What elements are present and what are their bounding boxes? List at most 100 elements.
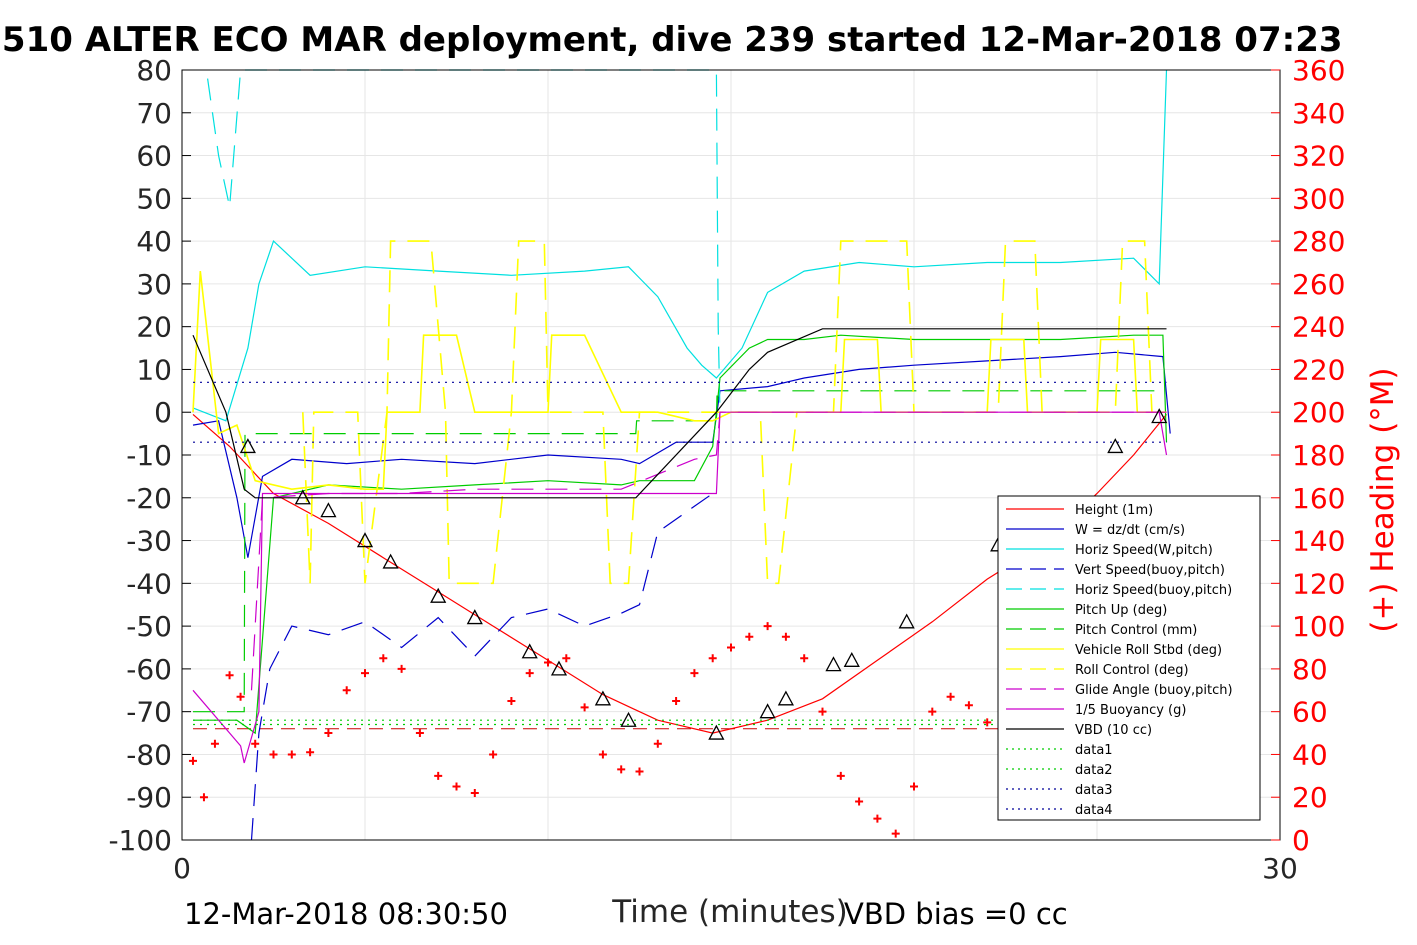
y-tick-label: 50 <box>136 182 172 215</box>
height-marker <box>594 690 611 706</box>
heading-point <box>690 669 699 678</box>
series-vehicle-roll-stbd-deg <box>192 271 1167 491</box>
heading-point <box>342 686 351 695</box>
y-right-tick-label: 360 <box>1292 54 1345 87</box>
legend-entry-label: data2 <box>1075 763 1113 778</box>
height-marker <box>356 532 374 548</box>
y-tick-label: -90 <box>126 781 172 814</box>
heading-point <box>891 829 900 838</box>
legend-entry-label: data3 <box>1075 783 1113 798</box>
y-right-tick-label: 120 <box>1292 567 1345 600</box>
series-pitch-control-mm <box>193 390 1167 713</box>
x-tick-label: 30 <box>1262 852 1298 885</box>
height-marker <box>466 609 483 625</box>
heading-point <box>745 632 754 641</box>
series-horiz-speed-buoy-pitch <box>207 69 721 413</box>
heading-point <box>800 654 809 663</box>
heading-point <box>544 658 552 667</box>
y-tick-label: -80 <box>126 738 172 771</box>
y-tick-label: -10 <box>126 439 172 472</box>
heading-point <box>452 782 461 791</box>
height-marker <box>843 651 860 667</box>
series-w-dz-dt-cm-s <box>192 351 1171 558</box>
legend-entry-label: VBD (10 cc) <box>1075 723 1152 738</box>
heading-point <box>415 729 424 738</box>
height-marker <box>521 643 538 659</box>
heading-point <box>525 669 534 678</box>
heading-point <box>598 750 607 759</box>
y-right-tick-label: 260 <box>1292 268 1345 301</box>
heading-point <box>269 750 278 759</box>
heading-point <box>946 692 955 701</box>
series-vert-speed-buoy-pitch <box>250 493 714 841</box>
y-right-tick-label: 300 <box>1292 182 1345 215</box>
heading-point <box>225 671 234 680</box>
heading-point <box>434 771 443 780</box>
legend-entry-label: Pitch Control (mm) <box>1075 623 1197 638</box>
legend-entry-label: W = dz/dt (cm/s) <box>1075 523 1185 538</box>
y-tick-label: 70 <box>136 97 172 130</box>
legend-entry-label: data1 <box>1075 743 1113 758</box>
height-marker <box>382 553 399 569</box>
heading-point <box>251 739 260 748</box>
heading-point <box>489 750 498 759</box>
y-right-tick-label: 320 <box>1292 140 1345 173</box>
height-marker <box>294 489 311 505</box>
y-tick-label: 30 <box>136 268 172 301</box>
y-right-tick-label: 160 <box>1292 482 1345 515</box>
legend-entry-label: Height (1m) <box>1075 503 1153 518</box>
height-marker <box>620 711 637 727</box>
y-right-tick-label: 100 <box>1292 610 1345 643</box>
footer-vbd-bias: VBD bias =0 cc <box>844 897 1068 931</box>
y-tick-label: 60 <box>136 140 172 173</box>
legend-entry-label: Pitch Up (deg) <box>1075 603 1167 618</box>
heading-point <box>379 654 388 663</box>
heading-point <box>580 703 589 712</box>
heading-point <box>361 669 369 678</box>
height-marker <box>550 660 568 676</box>
y-right-tick-label: 180 <box>1292 439 1345 472</box>
heading-point <box>470 788 479 797</box>
y-right-axis-label: (+) Heading (°M) <box>1365 367 1401 632</box>
heading-point <box>727 643 735 652</box>
legend-entry-label: Vehicle Roll Stbd (deg) <box>1075 643 1222 658</box>
heading-point <box>855 797 864 806</box>
heading-point <box>653 739 662 748</box>
y-right-tick-label: 80 <box>1292 653 1328 686</box>
height-marker <box>1151 408 1168 424</box>
heading-point <box>199 793 208 802</box>
y-tick-label: -70 <box>126 696 172 729</box>
heading-point <box>818 707 827 716</box>
heading-point <box>928 707 937 716</box>
y-tick-label: 0 <box>154 396 172 429</box>
heading-point <box>306 748 315 757</box>
y-tick-label: 40 <box>136 225 172 258</box>
y-tick-label: 20 <box>136 311 172 344</box>
heading-point <box>287 750 296 759</box>
chart-title: G510 ALTER ECO MAR deployment, dive 239 … <box>0 20 1343 60</box>
legend-entry-label: Glide Angle (buoy,pitch) <box>1075 683 1233 698</box>
height-marker <box>430 587 447 603</box>
height-marker <box>708 724 725 740</box>
height-marker <box>759 703 776 719</box>
heading-point <box>836 771 845 780</box>
y-right-tick-label: 20 <box>1292 781 1328 814</box>
legend-entry-label: Vert Speed(buoy,pitch) <box>1075 563 1225 578</box>
series-roll-control-deg <box>302 240 1153 585</box>
y-right-tick-label: 140 <box>1292 525 1345 558</box>
series-glide-angle-buoy-pitch <box>250 411 1167 691</box>
heading-point <box>672 696 681 705</box>
y-tick-label: -30 <box>126 525 172 558</box>
legend-entry-label: Horiz Speed(buoy,pitch) <box>1075 583 1232 598</box>
y-right-tick-label: 340 <box>1292 97 1345 130</box>
heading-point <box>188 756 197 765</box>
height-marker <box>320 502 337 518</box>
heading-point <box>910 782 918 791</box>
y-right-tick-label: 0 <box>1292 824 1310 857</box>
series-horiz-speed-w-pitch <box>192 69 1168 422</box>
heading-point <box>763 622 772 631</box>
height-marker <box>825 656 842 672</box>
y-tick-label: -60 <box>126 653 172 686</box>
y-tick-label: -40 <box>126 567 172 600</box>
height-marker <box>1107 438 1124 454</box>
